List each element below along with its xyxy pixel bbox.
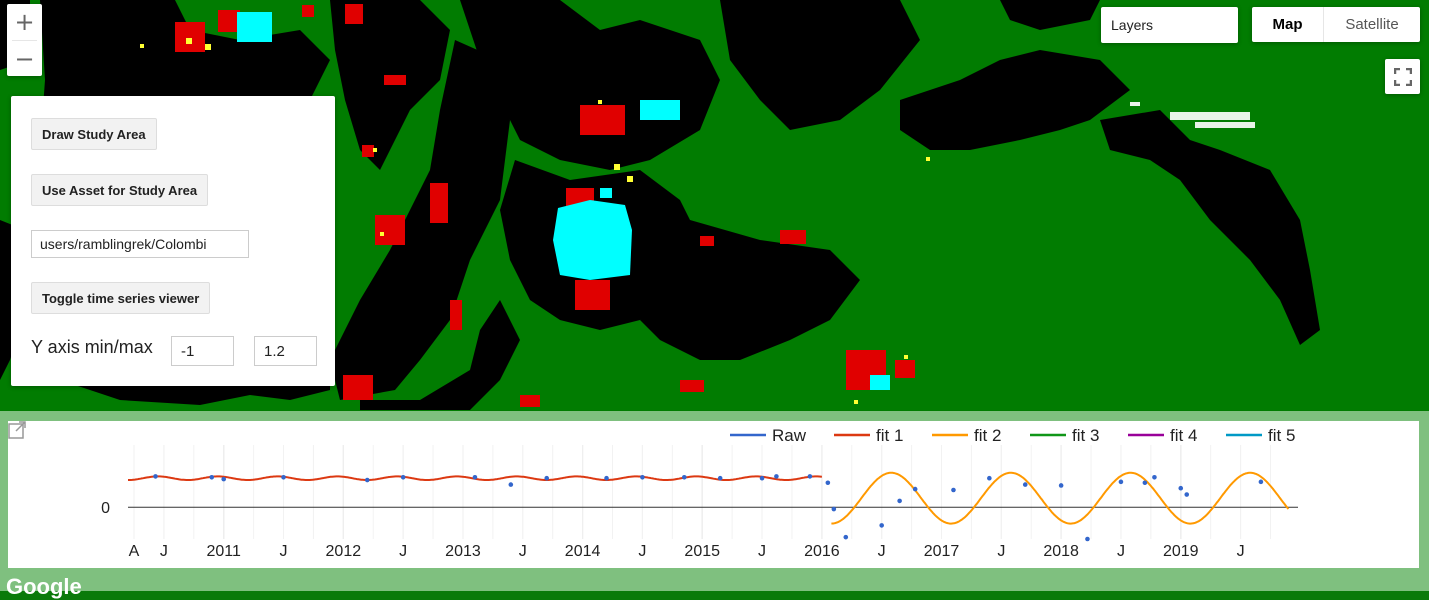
raw-point [544, 475, 550, 481]
map-type-control: Map Satellite [1252, 7, 1420, 42]
legend-label-raw: Raw [772, 426, 807, 445]
time-series-viewer: A J 2011 J 2012 J 2013 J 2014 J 2015 J 2016 J 2017 J 201… [0, 411, 1429, 591]
raw-point [774, 474, 779, 479]
raw-point [681, 475, 687, 480]
raw-point [1142, 480, 1148, 486]
x-tick-label: 2018 [1043, 543, 1079, 560]
map-type-map-button[interactable]: Map [1252, 7, 1324, 42]
raw-point [640, 475, 645, 480]
asset-path-input[interactable]: users/ramblingrek/Colombi [31, 230, 249, 258]
google-logo: Google [6, 574, 82, 599]
layers-dropdown[interactable]: Layers [1101, 7, 1238, 43]
fullscreen-icon [1393, 67, 1412, 86]
raw-point [1022, 482, 1028, 487]
x-tick-label: J [160, 543, 168, 560]
raw-point [1184, 492, 1190, 497]
y-axis-label: Y axis min/max [31, 337, 153, 357]
legend-label-fit-4: fit 4 [1170, 426, 1197, 445]
legend-label-fit-1: fit 1 [876, 426, 903, 445]
x-tick-label: J [280, 543, 288, 560]
raw-point [281, 475, 286, 480]
raw-point [209, 475, 215, 480]
x-tick-label: 2013 [445, 543, 481, 560]
raw-point [364, 477, 370, 483]
raw-point [843, 534, 849, 540]
raw-point [1058, 483, 1064, 488]
zoom-in-button[interactable]: + [7, 4, 42, 40]
raw-point [472, 475, 478, 480]
raw-point [1085, 536, 1090, 542]
x-tick-label: 2019 [1163, 543, 1199, 560]
x-tick-label: J [758, 543, 766, 560]
legend-label-fit-5: fit 5 [1268, 426, 1295, 445]
raw-point [717, 475, 723, 481]
raw-point [1178, 485, 1184, 491]
x-tick-label: J [638, 543, 646, 560]
raw-point [759, 475, 765, 481]
x-tick-label: 2016 [804, 543, 840, 560]
legend-label-fit-2: fit 2 [974, 426, 1001, 445]
x-tick-label: 2012 [326, 543, 362, 560]
raw-point [825, 480, 831, 486]
x-tick-label: J [1117, 543, 1125, 560]
control-panel: Draw Study Area Use Asset for Study Area… [11, 96, 335, 386]
raw-point [897, 498, 902, 504]
x-tick-label: J [997, 543, 1005, 560]
raw-point [951, 487, 956, 493]
raw-point [807, 474, 813, 479]
raw-point [1118, 479, 1124, 485]
map-type-satellite-button[interactable]: Satellite [1345, 16, 1399, 33]
legend-label-fit-3: fit 3 [1072, 426, 1099, 445]
x-tick-label: J [878, 543, 886, 560]
y-max-input[interactable]: 1.2 [254, 336, 317, 366]
chart-panel: A J 2011 J 2012 J 2013 J 2014 J 2015 J 2016 J 2017 J 201… [8, 421, 1419, 568]
use-asset-button[interactable]: Use Asset for Study Area [31, 174, 209, 206]
raw-point [153, 474, 158, 479]
raw-point [508, 482, 514, 487]
minus-icon: − [14, 45, 35, 73]
layers-label: Layers [1111, 17, 1154, 33]
x-tick-label: 2014 [565, 543, 601, 560]
fullscreen-button[interactable] [1385, 59, 1420, 94]
raw-point [604, 475, 609, 481]
raw-point [400, 475, 406, 480]
x-tick-label: 2011 [207, 543, 242, 560]
raw-point [831, 506, 837, 512]
zoom-control: + − [7, 4, 42, 76]
y-tick-label: 0 [101, 500, 110, 517]
x-tick-label: J [519, 543, 527, 560]
x-tick-label: 2017 [924, 543, 960, 560]
zoom-divider [12, 40, 37, 41]
x-tick-label: J [399, 543, 407, 560]
toggle-time-series-button[interactable]: Toggle time series viewer [31, 282, 211, 314]
x-tick-label: J [1237, 543, 1245, 560]
raw-point [987, 475, 992, 481]
raw-point [1152, 475, 1157, 480]
popout-icon[interactable] [8, 421, 26, 439]
raw-point [879, 523, 884, 528]
raw-point [1258, 479, 1264, 485]
time-series-chart: A J 2011 J 2012 J 2013 J 2014 J 2015 J 2016 J 2017 J 201… [101, 426, 1298, 560]
draw-study-area-button[interactable]: Draw Study Area [31, 118, 157, 150]
x-tick-label: 2015 [684, 543, 720, 560]
zoom-out-button[interactable]: − [7, 41, 42, 77]
plus-icon: + [14, 8, 35, 36]
raw-point [221, 476, 227, 482]
x-tick-label: A [129, 543, 140, 560]
raw-point [912, 486, 918, 492]
y-min-input[interactable]: -1 [171, 336, 234, 366]
fit2-line [831, 471, 1290, 525]
